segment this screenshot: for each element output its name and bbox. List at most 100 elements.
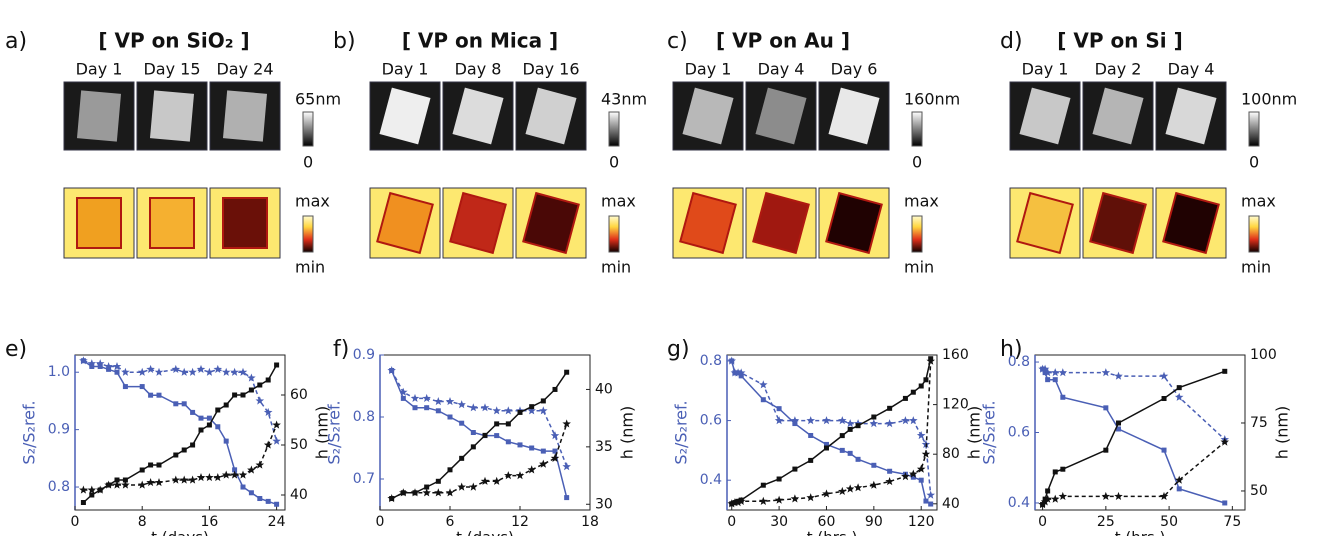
y-tick-label: 0.8: [48, 479, 70, 495]
y-axis-label: S₂/S₂ref.: [325, 400, 344, 464]
star-marker: [1058, 368, 1068, 377]
day-label: Day 8: [455, 60, 502, 79]
day-label: Day 1: [382, 60, 429, 79]
star-marker: [806, 493, 815, 502]
x-tick-label: 8: [138, 514, 147, 530]
star-marker: [422, 393, 431, 402]
star-marker: [399, 387, 408, 396]
star-marker: [730, 498, 740, 507]
square-marker: [1176, 486, 1182, 492]
square-marker: [1052, 469, 1058, 475]
panel-label: d): [1000, 29, 1023, 54]
star-marker: [1043, 368, 1052, 377]
square-marker: [181, 401, 187, 407]
star-marker: [171, 364, 181, 373]
series-line: [82, 360, 277, 506]
square-marker: [1115, 426, 1121, 432]
series-line: [391, 370, 568, 498]
series-line: [1042, 441, 1226, 506]
square-marker: [887, 405, 893, 411]
star-marker: [869, 419, 879, 428]
square-marker: [1045, 377, 1051, 383]
square-marker: [447, 467, 453, 473]
square-marker: [122, 477, 128, 483]
height-colorbar: [608, 111, 620, 147]
height-min: 0: [912, 153, 922, 172]
star-marker: [550, 431, 560, 440]
square-marker: [274, 501, 280, 507]
square-marker: [148, 392, 154, 398]
square-marker: [80, 500, 86, 505]
star-marker: [469, 403, 478, 412]
square-marker: [540, 448, 546, 454]
phase-colorbar: [302, 215, 314, 253]
flake: [828, 87, 880, 145]
series-line: [730, 360, 932, 505]
square-marker: [274, 362, 280, 368]
star-marker: [790, 416, 800, 425]
square-marker: [887, 468, 893, 474]
square-marker: [248, 490, 254, 496]
star-marker: [1220, 437, 1229, 446]
star-marker: [238, 470, 248, 479]
flake: [379, 87, 431, 145]
square-marker: [1060, 466, 1066, 472]
star-marker: [901, 472, 910, 481]
star-marker: [853, 483, 863, 492]
y2-tick-label: 160: [942, 347, 969, 363]
y-tick-label: 0.6: [700, 413, 722, 429]
star-marker: [146, 364, 155, 373]
star-marker: [527, 465, 536, 474]
y-tick-label: 0.9: [48, 422, 70, 438]
star-marker: [1101, 368, 1111, 377]
square-marker: [482, 432, 488, 438]
star-marker: [1159, 371, 1169, 380]
day-label: Day 1: [685, 60, 732, 79]
square-marker: [190, 409, 196, 415]
flake: [149, 90, 195, 142]
series-line: [391, 371, 568, 500]
square-marker: [529, 445, 535, 451]
star-marker: [230, 367, 239, 376]
flake-phase: [222, 197, 268, 249]
square-marker: [173, 401, 179, 407]
star-marker: [137, 367, 147, 376]
x-tick-label: 16: [200, 514, 218, 530]
square-marker: [424, 405, 430, 411]
square-marker: [435, 408, 441, 414]
star-marker: [154, 478, 164, 487]
square-marker: [114, 477, 120, 483]
y-tick-label: 1.0: [48, 364, 70, 380]
height-max: 43nm: [601, 90, 647, 109]
y2-tick-label: 100: [1250, 347, 1277, 363]
square-marker: [459, 420, 465, 426]
star-marker: [1114, 491, 1123, 500]
star-marker: [539, 459, 548, 468]
star-marker: [221, 367, 231, 376]
y2-tick-label: 60: [290, 387, 308, 403]
plot-frame: [726, 354, 938, 511]
day-label: Day 24: [216, 60, 273, 79]
square-marker: [923, 377, 929, 383]
star-marker: [387, 494, 396, 503]
star-marker: [1174, 392, 1184, 401]
square-marker: [97, 363, 103, 369]
square-marker: [1222, 368, 1228, 374]
star-marker: [434, 397, 443, 406]
series-line: [1041, 368, 1226, 504]
star-marker: [213, 364, 223, 373]
series-line: [83, 359, 278, 442]
star-marker: [196, 364, 206, 373]
star-marker: [1043, 494, 1052, 503]
star-marker: [179, 367, 189, 376]
x-tick-label: 30: [770, 514, 788, 530]
square-marker: [470, 444, 476, 450]
star-marker: [539, 406, 548, 415]
square-marker: [122, 384, 128, 390]
square-marker: [847, 450, 853, 456]
square-marker: [738, 373, 744, 379]
phase-max: max: [1241, 192, 1276, 211]
flake: [755, 87, 807, 145]
star-marker: [515, 471, 525, 480]
